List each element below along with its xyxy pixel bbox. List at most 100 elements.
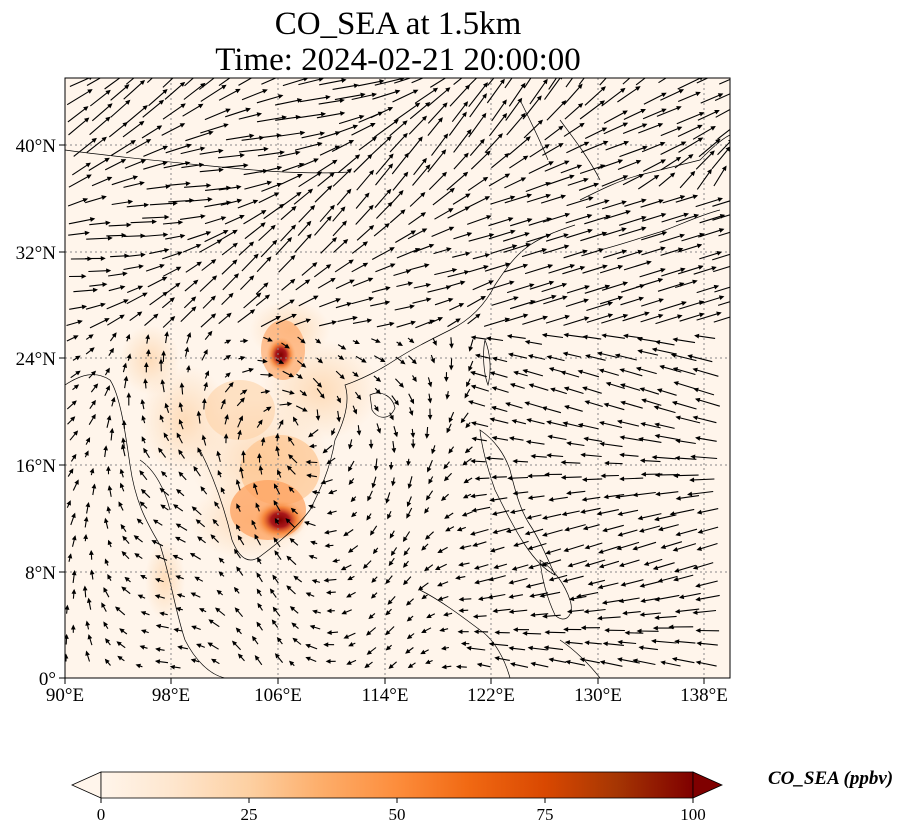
wind-arrow-head (204, 370, 210, 376)
wind-arrow-head (107, 103, 113, 109)
colorbar (71, 771, 723, 803)
wind-arrow-head (191, 296, 197, 302)
colorbar-max-extend (692, 771, 723, 799)
colorbar-tick-label: 0 (96, 805, 106, 824)
wind-arrow-shaft (548, 78, 558, 90)
wind-arrow-head (654, 615, 660, 621)
wind-arrow-head (538, 63, 541, 67)
wind-arrow-head (637, 515, 643, 521)
wind-arrow-head (218, 148, 224, 154)
wind-arrow-head (368, 169, 375, 176)
wind-arrow-head (458, 562, 464, 567)
wind-arrow-head (692, 279, 698, 285)
wind-arrow-head (526, 193, 533, 199)
wind-arrow-head (472, 614, 479, 619)
wind-arrow-head (136, 518, 142, 524)
wind-arrow-shaft (657, 282, 684, 292)
wind-arrow-shaft (430, 78, 447, 88)
wind-arrow-head (336, 417, 341, 423)
map-frame (64, 77, 731, 679)
wind-arrow-shaft (656, 491, 679, 495)
wind-arrow-shaft (279, 131, 305, 137)
wind-arrow-head (106, 268, 112, 274)
wind-arrow-head (643, 561, 650, 566)
wind-arrow-shaft (584, 215, 610, 225)
wind-arrow-head (483, 265, 489, 270)
wind-arrow-head (161, 350, 166, 356)
x-tick-label: 106°E (254, 685, 302, 706)
wind-arrow-head (489, 547, 496, 553)
wind-arrow-head (348, 466, 353, 472)
wind-arrow-head (216, 239, 223, 245)
wind-arrow-shaft (453, 129, 472, 153)
wind-arrow-head (288, 454, 294, 460)
wind-arrow-head (126, 353, 132, 359)
wind-arrow-head (669, 172, 676, 178)
wind-arrow-shaft (274, 99, 302, 106)
wind-arrow-head (464, 392, 470, 399)
wind-arrow-head (320, 479, 327, 485)
wind-arrow-shaft (243, 292, 261, 309)
wind-arrow-head (522, 263, 529, 269)
wind-arrow-head (715, 138, 721, 144)
wind-arrow-head (387, 201, 393, 207)
wind-arrow-head (462, 460, 468, 466)
wind-arrow-head (258, 465, 264, 471)
wind-arrow-head (675, 415, 681, 421)
wind-arrow-head (210, 259, 217, 265)
wind-arrow-head (237, 535, 243, 541)
wind-arrow-head (616, 64, 619, 67)
wind-arrow-head (315, 338, 322, 344)
wind-arrow-head (560, 370, 566, 376)
wind-arrow-head (235, 627, 241, 633)
wind-arrow-head (605, 381, 612, 387)
wind-arrow-head (234, 607, 240, 613)
wind-arrow-head (384, 300, 391, 306)
wind-arrow-head (400, 209, 406, 215)
wind-arrow-shaft (638, 513, 662, 520)
wind-arrow-head (587, 580, 594, 586)
wind-arrow-head (448, 226, 455, 232)
wind-arrow-head (405, 600, 412, 606)
wind-arrow-head (581, 496, 587, 502)
wind-arrow-shaft (263, 204, 284, 220)
wind-arrow-head (654, 516, 660, 522)
wind-arrow-shaft (199, 169, 223, 173)
wind-arrow-head (711, 266, 717, 271)
wind-arrow-shaft (714, 93, 730, 102)
wind-arrow-head (487, 594, 493, 600)
wind-arrow-head (576, 164, 583, 170)
wind-arrow-head (675, 531, 681, 537)
wind-arrow-head (375, 338, 381, 343)
wind-arrow-head (84, 117, 90, 123)
wind-arrow-head (140, 252, 146, 258)
wind-arrow-head (124, 72, 127, 75)
wind-arrow-head (472, 542, 478, 547)
wind-arrow-shaft (603, 250, 627, 259)
wind-arrow-head (569, 264, 576, 269)
wind-arrow-shaft (143, 161, 167, 170)
wind-arrow-shaft (660, 248, 683, 256)
wind-arrow-head (341, 78, 347, 83)
wind-arrow-head (366, 515, 372, 521)
wind-arrow-head (394, 89, 401, 95)
wind-arrow-shaft (565, 299, 588, 308)
wind-arrow-head (380, 357, 386, 363)
wind-arrow-head (289, 299, 295, 305)
wind-arrow-head (151, 540, 157, 545)
wind-arrow-head (91, 137, 97, 143)
wind-arrow-head (106, 505, 112, 512)
wind-arrow-shaft (563, 123, 585, 137)
wind-arrow-head (527, 645, 533, 651)
wind-arrow-head (619, 476, 625, 482)
wind-arrow-head (324, 543, 330, 549)
wind-arrow-shaft (640, 314, 663, 323)
wind-arrow-head (387, 599, 393, 605)
wind-arrow-head (206, 183, 212, 189)
wind-arrow-head (449, 187, 455, 193)
wind-arrow-head (71, 588, 77, 594)
wind-arrow-head (403, 562, 409, 568)
wind-arrow-head (364, 192, 370, 198)
wind-arrow-shaft (618, 227, 646, 237)
wind-arrow-shaft (564, 103, 583, 120)
